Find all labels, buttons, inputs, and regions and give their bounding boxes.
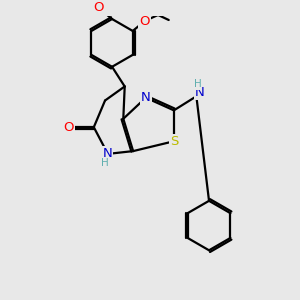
Text: N: N: [102, 147, 112, 160]
Text: O: O: [139, 15, 150, 28]
Text: O: O: [63, 121, 74, 134]
Text: S: S: [170, 135, 178, 148]
Text: H: H: [100, 158, 108, 168]
Text: N: N: [195, 86, 205, 99]
Text: H: H: [194, 80, 202, 89]
Text: O: O: [93, 1, 104, 14]
Text: N: N: [141, 91, 151, 104]
